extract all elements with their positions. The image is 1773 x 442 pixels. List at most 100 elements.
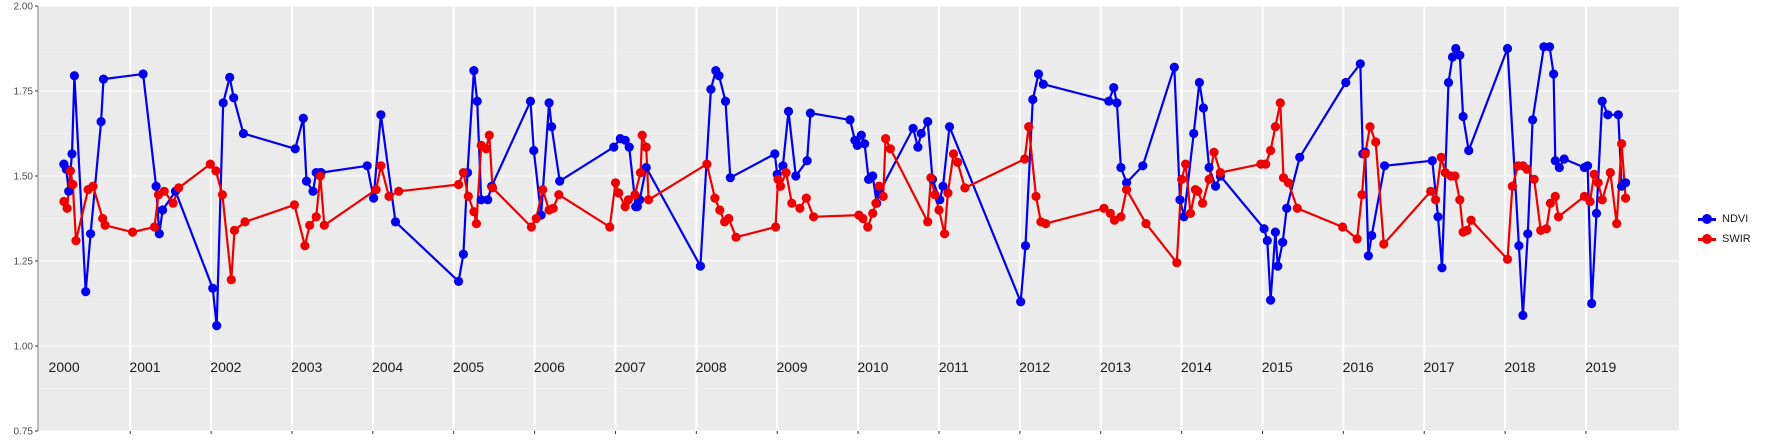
swir-point [531,213,541,224]
swir-point [128,227,138,237]
swir-point [871,198,881,208]
swir-point [1550,191,1560,201]
ndvi-point [369,193,379,203]
ndvi-point [923,117,933,127]
ndvi-point [151,181,161,191]
legend-key-ndvi [1698,210,1716,228]
ndvi-point [1367,230,1377,241]
swir-point [484,130,494,140]
ndvi-point [469,66,479,76]
swir-point [100,220,110,230]
swir-point [168,198,178,208]
swir-point [923,217,933,227]
ndvi-point [69,71,79,81]
swir-point [1275,98,1285,108]
ndvi-point [1427,156,1437,166]
swir-point [1024,122,1034,132]
ndvi-point [1559,154,1569,164]
swir-point [943,188,953,198]
facet-label: 2010 [857,359,888,375]
ndvi-point [1451,43,1461,54]
facet-label: 2013 [1100,359,1131,375]
ndvi-point [1464,145,1474,156]
ndvi-point [476,195,486,205]
facet-label: 2016 [1343,359,1374,375]
ndvi-point [868,171,878,181]
swir-point [1141,219,1151,229]
swir-point [1593,178,1603,188]
ndvi-point [483,195,493,205]
swir-point [1360,149,1370,159]
ndvi-point [852,140,862,150]
swir-point [289,200,299,210]
swir-point [863,222,873,232]
ndvi-point [1169,62,1179,72]
ndvi-point [1554,162,1564,173]
ndvi-point [229,93,239,103]
swir-point [953,157,963,167]
ndvi-point [695,261,706,271]
swir-point [1266,145,1276,156]
swir-point [881,134,891,144]
swir-point [1198,198,1208,208]
swir-point [454,179,464,190]
swir-point [487,183,498,193]
swir-point [878,191,888,201]
ndvi-point [1109,83,1119,93]
ndvi-point [212,321,222,331]
swir-point [1617,139,1627,149]
ndvi-point [472,96,482,106]
ndvi-point [1591,208,1602,218]
swir-point [1597,195,1607,205]
y-tick-label: 1.00 [14,342,34,353]
swir-point [217,190,227,200]
series-layer [59,42,1631,331]
ndvi-point [624,142,634,152]
swir-point [926,173,936,183]
swir-point [471,219,481,229]
ndvi-point [1458,111,1468,122]
ndvi-point [1523,229,1533,239]
ndvi-point [1194,77,1204,88]
swir-point [1031,191,1041,201]
ndvi-point [238,128,248,139]
swir-point [1181,159,1191,169]
ndvi-point [770,149,780,159]
ndvi-point [218,98,228,108]
swir-point [226,275,236,285]
ndvi-point [362,161,372,171]
swir-point [858,213,868,224]
swir-point [724,213,734,224]
ndvi-point [1259,224,1269,234]
swir-point [1352,234,1362,244]
ndvi-point [1175,195,1185,205]
swir-point [240,217,250,227]
swir-point [315,171,325,181]
ndvi-point [1613,110,1623,120]
swir-point [1426,186,1436,196]
ndvi-point [64,186,74,196]
legend-label-swir: SWIR [1722,233,1751,245]
facet-labels: 2000 2001 2002 2003 2004 2005 2006 2007 2008 2009… [49,359,1617,375]
swir-point [775,181,786,191]
ndvi-point [158,205,168,215]
swir-point [940,229,950,239]
swir-point [149,222,160,232]
legend-item-ndvi: NDVI [1698,209,1770,229]
ndvi-point [1295,152,1305,162]
swir-point [1545,198,1555,208]
swir-point [1436,152,1446,162]
swir-point [1585,196,1595,207]
ndvi-point [544,98,554,108]
ndvi-point [1545,42,1555,52]
swir-point [1172,258,1182,268]
ndvi-point [1549,69,1559,79]
ndvi-point [609,142,619,152]
swir-point [801,193,811,203]
swir-point [1522,164,1532,174]
ndvi-point [1204,162,1214,173]
swir-point [205,159,215,169]
ndvi-point [454,276,464,286]
